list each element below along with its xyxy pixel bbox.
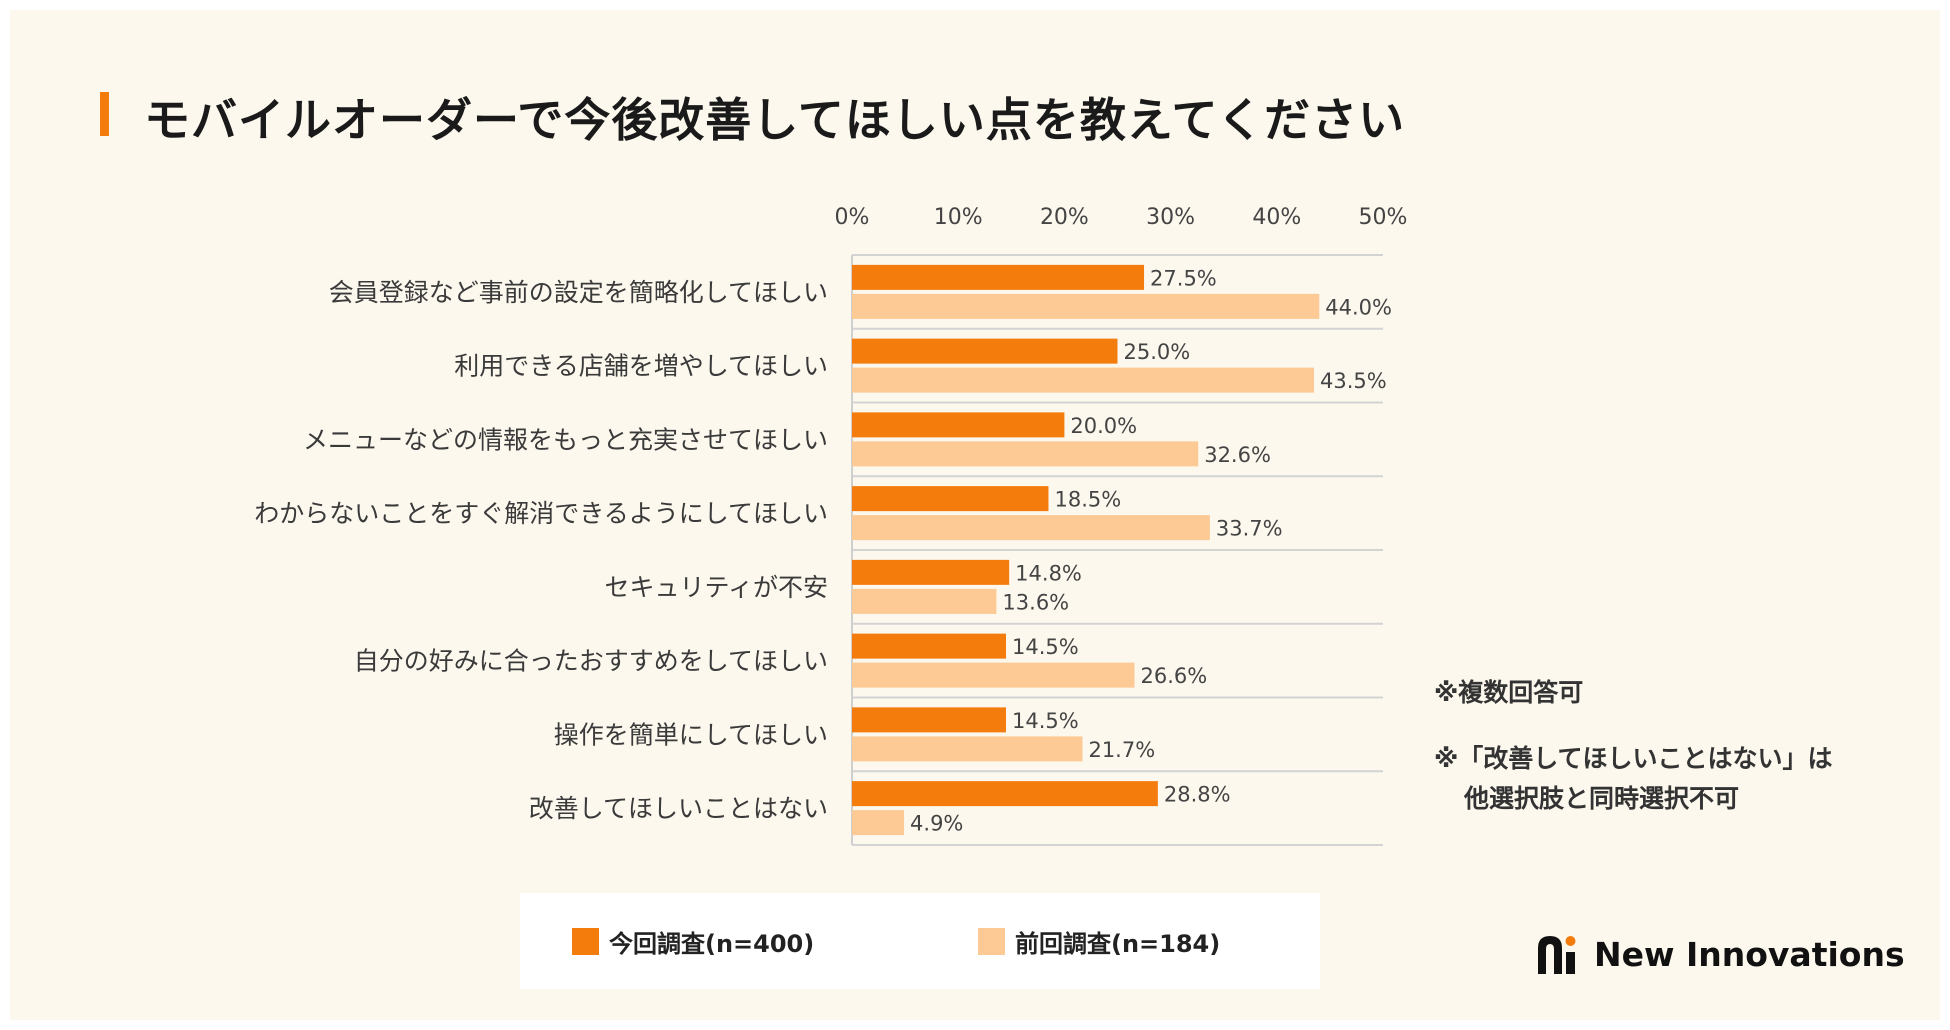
title-accent-bar — [100, 92, 109, 136]
bar-previous — [852, 441, 1199, 467]
category-label: メニューなどの情報をもっと充実させてほしい — [303, 425, 828, 454]
x-tick-label: 0% — [835, 205, 870, 230]
data-label: 4.9% — [910, 812, 963, 836]
data-label: 43.5% — [1320, 369, 1387, 393]
note-multiple-answers: ※複数回答可 — [1434, 678, 1584, 707]
data-label: 18.5% — [1054, 488, 1121, 512]
bar-current — [852, 559, 1010, 585]
bar-previous — [852, 293, 1320, 319]
data-label: 32.6% — [1204, 443, 1271, 467]
bar-current — [852, 412, 1065, 438]
category-label: 会員登録など事前の設定を簡略化してほしい — [329, 278, 828, 307]
category-label: 操作を簡単にしてほしい — [554, 720, 828, 749]
bar-current — [852, 486, 1049, 512]
legend-label-previous: 前回調査(n=184) — [1015, 929, 1221, 958]
x-tick-label: 30% — [1146, 205, 1195, 230]
new-innovations-logo-mark-icon — [1538, 936, 1576, 974]
data-label: 26.6% — [1140, 664, 1207, 688]
x-tick-label: 10% — [934, 205, 983, 230]
bar-current — [852, 781, 1158, 807]
category-label: 利用できる店舗を増やしてほしい — [454, 352, 828, 381]
data-label: 14.5% — [1012, 709, 1079, 733]
logo-text: New Innovations — [1594, 934, 1905, 974]
chart-panel — [10, 10, 1940, 1020]
x-tick-label: 40% — [1252, 205, 1301, 230]
data-label: 13.6% — [1002, 590, 1069, 614]
note-exclusive-option: ※「改善してほしいことはない」は — [1434, 744, 1833, 773]
data-label: 44.0% — [1325, 295, 1392, 319]
bar-previous — [852, 588, 997, 614]
legend-swatch-current — [572, 927, 599, 955]
note-exclusive-option-continued: 他選択肢と同時選択不可 — [1464, 784, 1740, 813]
data-label: 20.0% — [1070, 414, 1137, 438]
bar-previous — [852, 736, 1083, 762]
data-label: 21.7% — [1088, 738, 1155, 762]
legend-item-current: 今回調査(n=400) — [572, 893, 814, 989]
bar-current — [852, 338, 1118, 364]
category-label: セキュリティが不安 — [604, 573, 828, 602]
data-label: 28.8% — [1164, 783, 1231, 807]
category-label: わからないことをすぐ解消できるようにしてほしい — [254, 499, 828, 528]
data-label: 27.5% — [1150, 266, 1217, 290]
bar-current — [852, 707, 1006, 733]
x-tick-label: 20% — [1040, 205, 1089, 230]
bar-previous — [852, 367, 1314, 393]
legend-item-previous: 前回調査(n=184) — [978, 893, 1220, 989]
bar-current — [852, 633, 1006, 659]
legend-label-current: 今回調査(n=400) — [609, 929, 815, 958]
category-label: 改善してほしいことはない — [529, 794, 828, 823]
bar-current — [852, 264, 1145, 290]
data-label: 33.7% — [1216, 517, 1283, 541]
bar-previous — [852, 662, 1135, 688]
data-label: 14.5% — [1012, 635, 1079, 659]
legend-swatch-previous — [978, 927, 1005, 955]
brand-logo: New Innovations — [1536, 932, 1905, 976]
legend: 今回調査(n=400) 前回調査(n=184) — [520, 893, 1320, 989]
category-label: 自分の好みに合ったおすすめをしてほしい — [354, 647, 828, 676]
chart-title: モバイルオーダーで今後改善してほしい点を教えてください — [144, 93, 1406, 147]
x-tick-label: 50% — [1359, 205, 1408, 230]
data-label: 14.8% — [1015, 561, 1082, 585]
bar-previous — [852, 810, 905, 836]
data-label: 25.0% — [1124, 340, 1191, 364]
bar-previous — [852, 515, 1210, 541]
